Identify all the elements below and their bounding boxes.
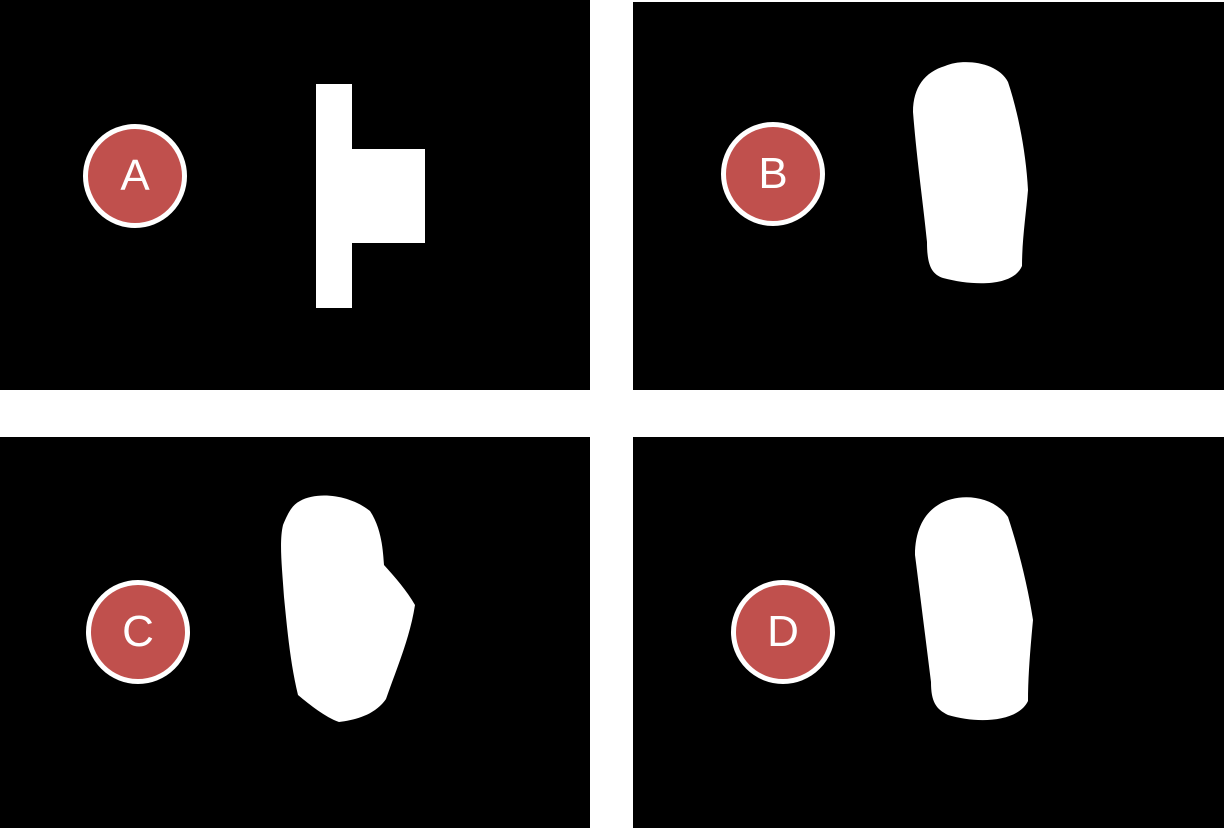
blob-shape [913,62,1028,284]
panel-c: C [0,437,590,828]
label-c: C [122,607,154,656]
blob-notch-shape [281,495,415,722]
label-badge-a: A [83,124,187,228]
label-badge-c: C [86,580,190,684]
blob-shape-d [915,497,1033,721]
label-b: B [758,149,788,198]
label-a: A [120,151,150,200]
panel-b: B [633,2,1224,390]
label-badge-d: D [731,580,835,684]
label-d: D [767,607,799,656]
label-badge-b: B [721,122,825,226]
panel-a: A [0,0,590,390]
panel-d: D [633,437,1224,828]
t-shape [316,84,425,308]
